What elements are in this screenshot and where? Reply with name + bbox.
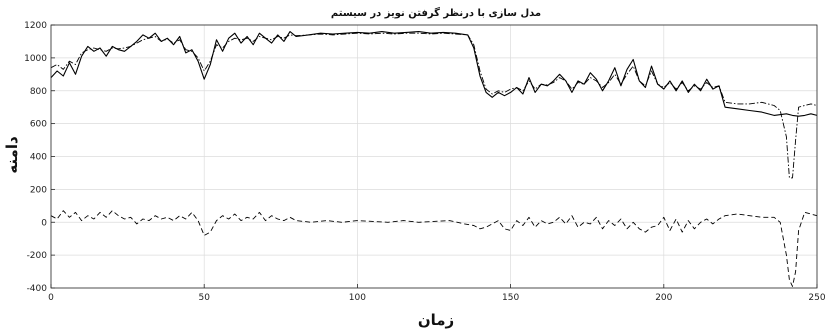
x-tick-label: 100 (349, 293, 366, 303)
series-line-dashed (50, 210, 818, 287)
y-tick-label: 200 (30, 185, 47, 195)
x-tick-label: 50 (198, 293, 210, 303)
y-tick-label: 400 (30, 153, 47, 163)
x-tick-label: 250 (808, 293, 825, 303)
series-group (50, 31, 818, 287)
y-tick-label: 600 (30, 120, 47, 130)
x-tick-label: 0 (48, 293, 54, 303)
series-line-solid (50, 31, 818, 117)
x-tick-labels: 0 50 100 150 200 250 (48, 284, 826, 303)
x-tick-label: 150 (502, 293, 519, 303)
y-tick-label: 800 (30, 87, 47, 97)
y-tick-label: 1000 (24, 54, 47, 64)
y-tick-label: -200 (27, 251, 48, 261)
chart-title: مدل سازی با درنظر گرفتن نویز در سیستم (331, 6, 541, 19)
y-tick-label: -400 (27, 284, 48, 294)
y-tick-labels: -400 -200 0 200 400 600 800 1000 1200 (24, 21, 55, 294)
x-axis-label: زمان (418, 311, 454, 329)
y-tick-label: 1200 (24, 21, 47, 31)
series-line-dashdot (50, 32, 818, 179)
y-axis-label: دامنه (3, 136, 21, 174)
x-tick-label: 200 (655, 293, 672, 303)
y-tick-label: 0 (41, 218, 47, 228)
